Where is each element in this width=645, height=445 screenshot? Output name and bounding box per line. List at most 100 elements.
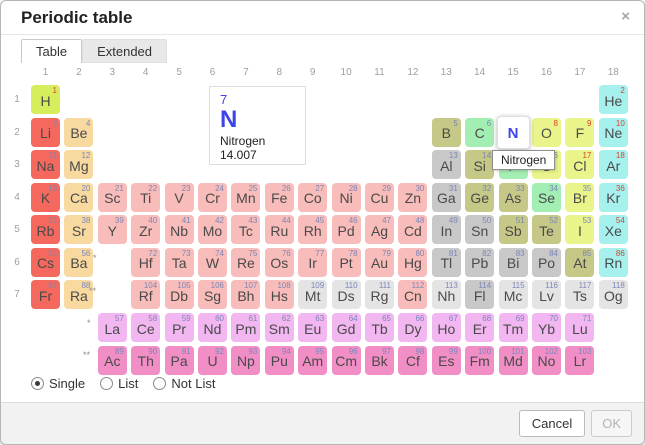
element-cell-sn[interactable]: 50 Sn: [465, 215, 495, 244]
element-cell-fr[interactable]: 87 Fr: [31, 280, 60, 309]
element-cell-hs[interactable]: 108 Hs: [264, 280, 294, 309]
tab-extended[interactable]: Extended: [82, 39, 168, 63]
element-cell-nd[interactable]: 60 Nd: [198, 313, 227, 342]
element-cell-cd[interactable]: 48 Cd: [398, 215, 428, 244]
element-cell-mt[interactable]: 109 Mt: [298, 280, 328, 309]
element-cell-zr[interactable]: 40 Zr: [131, 215, 161, 244]
element-cell-gd[interactable]: 64 Gd: [331, 313, 361, 342]
radio-icon[interactable]: [31, 377, 44, 390]
element-cell-au[interactable]: 79 Au: [365, 247, 394, 277]
element-cell-lv[interactable]: 116 Lv: [532, 280, 561, 309]
element-cell-in[interactable]: 49 In: [431, 215, 461, 244]
element-cell-ti[interactable]: 22 Ti: [131, 182, 161, 212]
element-cell-ge[interactable]: 32 Ge: [465, 182, 495, 212]
element-cell-co[interactable]: 27 Co: [298, 182, 328, 212]
element-cell-cn[interactable]: 112 Cn: [398, 280, 428, 309]
element-cell-rb[interactable]: 37 Rb: [31, 215, 60, 244]
element-cell-fe[interactable]: 26 Fe: [264, 182, 294, 212]
element-cell-np[interactable]: 93 Np: [231, 345, 261, 375]
element-cell-mn[interactable]: 25 Mn: [231, 182, 261, 212]
element-cell-es[interactable]: 99 Es: [431, 345, 461, 375]
element-cell-ts[interactable]: 117 Ts: [565, 280, 595, 309]
element-cell-ca[interactable]: 20 Ca: [64, 182, 94, 212]
element-cell-li[interactable]: 3 Li: [31, 117, 60, 147]
element-cell-lu[interactable]: 71 Lu: [565, 313, 595, 342]
element-cell-as[interactable]: 33 As: [498, 182, 528, 212]
element-cell-pu[interactable]: 94 Pu: [264, 345, 294, 375]
element-cell-th[interactable]: 90 Th: [131, 345, 161, 375]
element-cell-nh[interactable]: 113 Nh: [431, 280, 461, 309]
element-cell-hg[interactable]: 80 Hg: [398, 247, 428, 277]
element-cell-al[interactable]: 13 Al: [431, 150, 461, 179]
element-cell-po[interactable]: 84 Po: [532, 247, 561, 277]
element-cell-ds[interactable]: 110 Ds: [331, 280, 361, 309]
element-cell-er[interactable]: 68 Er: [465, 313, 495, 342]
element-cell-yb[interactable]: 70 Yb: [532, 313, 561, 342]
element-cell-cm[interactable]: 96 Cm: [331, 345, 361, 375]
element-cell-la[interactable]: 57 La: [97, 313, 127, 342]
element-cell-db[interactable]: 105 Db: [164, 280, 194, 309]
element-cell-hf[interactable]: 72 Hf: [131, 247, 161, 277]
element-cell-bh[interactable]: 107 Bh: [231, 280, 261, 309]
element-cell-ce[interactable]: 58 Ce: [131, 313, 161, 342]
element-cell-n[interactable]: N: [496, 115, 530, 149]
element-cell-fm[interactable]: 100 Fm: [465, 345, 495, 375]
element-cell-kr[interactable]: 36 Kr: [598, 182, 628, 212]
element-cell-pt[interactable]: 78 Pt: [331, 247, 361, 277]
element-cell-rg[interactable]: 111 Rg: [365, 280, 394, 309]
element-cell-be[interactable]: 4 Be: [64, 117, 94, 147]
radio-option-not-list[interactable]: Not List: [153, 376, 215, 391]
element-cell-tb[interactable]: 65 Tb: [365, 313, 394, 342]
element-cell-tm[interactable]: 69 Tm: [498, 313, 528, 342]
element-cell-cu[interactable]: 29 Cu: [365, 182, 394, 212]
element-cell-ac[interactable]: 89 Ac: [97, 345, 127, 375]
element-cell-os[interactable]: 76 Os: [264, 247, 294, 277]
element-cell-ar[interactable]: 18 Ar: [598, 150, 628, 179]
element-cell-y[interactable]: 39 Y: [97, 215, 127, 244]
element-cell-mc[interactable]: 115 Mc: [498, 280, 528, 309]
radio-icon[interactable]: [153, 377, 167, 390]
element-cell-cs[interactable]: 55 Cs: [31, 247, 60, 277]
element-cell-bk[interactable]: 97 Bk: [365, 345, 394, 375]
element-cell-ga[interactable]: 31 Ga: [431, 182, 461, 212]
element-cell-sr[interactable]: 38 Sr: [64, 215, 94, 244]
element-cell-te[interactable]: 52 Te: [532, 215, 561, 244]
element-cell-rf[interactable]: 104 Rf: [131, 280, 161, 309]
element-cell-si[interactable]: 14 Si: [465, 150, 495, 179]
element-cell-br[interactable]: 35 Br: [565, 182, 595, 212]
element-cell-tl[interactable]: 81 Tl: [431, 247, 461, 277]
element-cell-md[interactable]: 101 Md: [498, 345, 528, 375]
element-cell-i[interactable]: 53 I: [565, 215, 595, 244]
element-cell-ta[interactable]: 73 Ta: [164, 247, 194, 277]
element-cell-ag[interactable]: 47 Ag: [365, 215, 394, 244]
element-cell-cf[interactable]: 98 Cf: [398, 345, 428, 375]
element-cell-tc[interactable]: 43 Tc: [231, 215, 261, 244]
element-cell-nb[interactable]: 41 Nb: [164, 215, 194, 244]
element-cell-pm[interactable]: 61 Pm: [231, 313, 261, 342]
element-cell-sc[interactable]: 21 Sc: [97, 182, 127, 212]
element-cell-bi[interactable]: 83 Bi: [498, 247, 528, 277]
element-cell-ba[interactable]: 56 Ba: [64, 247, 94, 277]
element-cell-zn[interactable]: 30 Zn: [398, 182, 428, 212]
element-cell-eu[interactable]: 63 Eu: [298, 313, 328, 342]
element-cell-ru[interactable]: 44 Ru: [264, 215, 294, 244]
ok-button[interactable]: OK: [591, 410, 632, 437]
element-cell-ne[interactable]: 10 Ne: [598, 117, 628, 147]
element-cell-fl[interactable]: 114 Fl: [465, 280, 495, 309]
element-cell-dy[interactable]: 66 Dy: [398, 313, 428, 342]
element-cell-se[interactable]: 34 Se: [532, 182, 561, 212]
element-cell-w[interactable]: 74 W: [198, 247, 227, 277]
element-cell-pd[interactable]: 46 Pd: [331, 215, 361, 244]
radio-icon[interactable]: [100, 377, 114, 390]
element-cell-cl[interactable]: 17 Cl: [565, 150, 595, 179]
element-cell-he[interactable]: 2 He: [598, 85, 628, 114]
element-cell-ho[interactable]: 67 Ho: [431, 313, 461, 342]
cancel-button[interactable]: Cancel: [518, 410, 586, 437]
radio-option-list[interactable]: List: [100, 376, 138, 391]
element-cell-ra[interactable]: 88 Ra: [64, 280, 94, 309]
